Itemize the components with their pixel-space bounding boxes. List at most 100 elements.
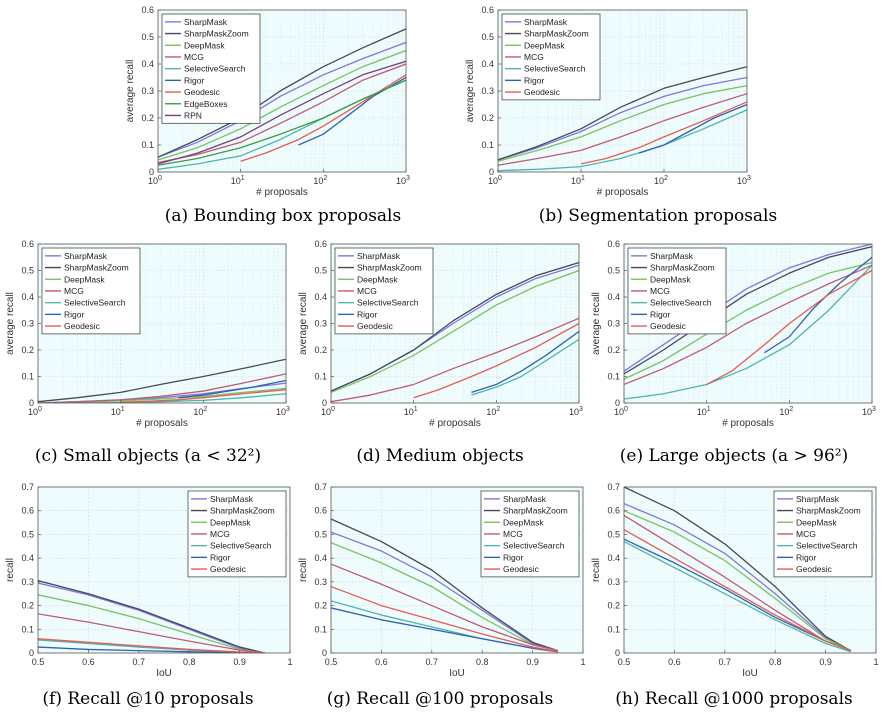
- series-line-sharpmaskzoom: [498, 66, 747, 161]
- series-line-selectivesearch: [471, 338, 579, 396]
- series-line-geodesic: [120, 389, 286, 403]
- x-axis-label: # proposals: [256, 187, 308, 198]
- y-tick-label: 0.5: [141, 32, 154, 42]
- legend-label: DeepMask: [524, 40, 565, 50]
- legend-label: SharpMaskZoom: [184, 29, 249, 39]
- y-tick-label: 0.2: [314, 601, 327, 611]
- chart-c: 0 0.1 0.2 0.3 0.4 0.5 0.6 100 101 102 103 # proposa…: [5, 239, 290, 429]
- x-tick-label: 102: [779, 406, 793, 417]
- y-tick-label: 0: [489, 167, 494, 177]
- series-line-mcg: [331, 317, 579, 403]
- y-tick-label: 0.5: [21, 266, 34, 276]
- y-tick-label: 0.1: [481, 140, 494, 150]
- legend-label: Geodesic: [357, 321, 394, 331]
- legend-label: SharpMask: [210, 494, 254, 504]
- y-axis-label: average recall: [591, 292, 602, 355]
- y-tick-label: 0.7: [607, 482, 620, 492]
- y-tick-label: 0.2: [141, 113, 154, 123]
- series-line-sharpmaskzoom: [38, 358, 286, 403]
- series-line-selectivesearch: [38, 393, 286, 403]
- y-tick-label: 0: [322, 398, 327, 408]
- legend-label: SelectiveSearch: [650, 298, 712, 308]
- series-group: [331, 261, 579, 403]
- legend-label: SharpMaskZoom: [796, 506, 861, 516]
- legend-label: Geodesic: [524, 87, 561, 97]
- legend-label: SharpMask: [184, 17, 228, 27]
- gridlines: [624, 244, 872, 403]
- caption-b: (b) Segmentation proposals: [538, 206, 778, 226]
- y-tick-label: 0.5: [314, 266, 327, 276]
- legend-label: DeepMask: [210, 517, 251, 527]
- series-line-geodesic: [580, 101, 747, 165]
- x-axis-label: IoU: [742, 668, 758, 679]
- x-tick-label: 0.5: [325, 657, 338, 667]
- gridlines: [331, 244, 579, 403]
- series-line-sharpmask: [331, 531, 558, 652]
- x-tick-label: 1: [873, 657, 878, 667]
- series-line-sharpmask: [158, 41, 406, 158]
- x-tick-label: 103: [737, 175, 751, 186]
- x-tick-label: 0.7: [133, 657, 146, 667]
- legend-label: Rigor: [524, 75, 544, 85]
- legend-label: DeepMask: [64, 274, 105, 284]
- series-line-sharpmask: [624, 244, 872, 372]
- legend-label: MCG: [524, 52, 544, 62]
- y-tick-label: 0.6: [21, 506, 34, 516]
- legend-label: SharpMask: [796, 494, 840, 504]
- series-line-sharpmaskzoom: [624, 246, 872, 375]
- series-line-mcg: [38, 373, 286, 403]
- legend-label: SelectiveSearch: [210, 541, 272, 551]
- y-tick-label: 0.6: [607, 506, 620, 516]
- legend-label: DeepMask: [503, 517, 544, 527]
- y-tick-label: 0.4: [481, 59, 494, 69]
- legend-label: Rigor: [357, 309, 377, 319]
- y-tick-label: 0.3: [607, 319, 620, 329]
- series-line-mcg: [158, 63, 406, 164]
- legend-label: Rigor: [650, 309, 670, 319]
- x-axis-label: # proposals: [597, 187, 649, 198]
- y-tick-label: 0.4: [21, 292, 34, 302]
- y-tick-label: 0.6: [314, 239, 327, 249]
- legend-label: MCG: [184, 52, 204, 62]
- legend-box: [334, 247, 434, 335]
- x-tick-label: 0.9: [819, 657, 832, 667]
- series-line-mcg: [624, 264, 872, 386]
- legend-label: SharpMask: [503, 494, 547, 504]
- y-tick-label: 0.2: [314, 345, 327, 355]
- y-tick-label: 0.3: [481, 86, 494, 96]
- series-group: [331, 518, 559, 653]
- y-tick-label: 0: [615, 648, 620, 658]
- chart-d: 0 0.1 0.2 0.3 0.4 0.5 0.6 100 101 102 103 # proposa…: [298, 239, 583, 429]
- x-tick-label: 100: [321, 406, 335, 417]
- x-tick-label: 101: [697, 406, 711, 417]
- caption-g: (g) Recall @100 proposals: [326, 689, 554, 709]
- legend-label: SelectiveSearch: [503, 541, 565, 551]
- x-tick-label: 102: [486, 406, 500, 417]
- y-tick-label: 0.1: [607, 624, 620, 634]
- legend-label: Rigor: [64, 309, 84, 319]
- y-axis-label: average recall: [298, 292, 309, 355]
- legend-label: RPN: [184, 110, 202, 120]
- legend-label: SharpMask: [64, 251, 108, 261]
- legend-label: Rigor: [184, 75, 204, 85]
- legend-label: MCG: [796, 529, 816, 539]
- y-tick-label: 0.2: [21, 345, 34, 355]
- x-tick-label: 1: [287, 657, 292, 667]
- legend-label: SharpMaskZoom: [210, 506, 275, 516]
- legend-label: SharpMask: [650, 251, 694, 261]
- y-tick-label: 0.7: [314, 482, 327, 492]
- caption-d: (d) Medium objects: [356, 446, 524, 466]
- y-tick-label: 0.3: [141, 86, 154, 96]
- x-axis-label: IoU: [156, 668, 172, 679]
- caption-f: (f) Recall @10 proposals: [42, 689, 254, 709]
- series-line-sharpmaskzoom: [624, 487, 852, 652]
- series-group: [158, 28, 406, 170]
- series-line-sharpmaskzoom: [38, 580, 265, 653]
- x-tick-label: 0.5: [618, 657, 631, 667]
- series-line-deepmask: [498, 84, 747, 162]
- x-tick-label: 0.6: [375, 657, 388, 667]
- series-line-sharpmask: [498, 76, 747, 161]
